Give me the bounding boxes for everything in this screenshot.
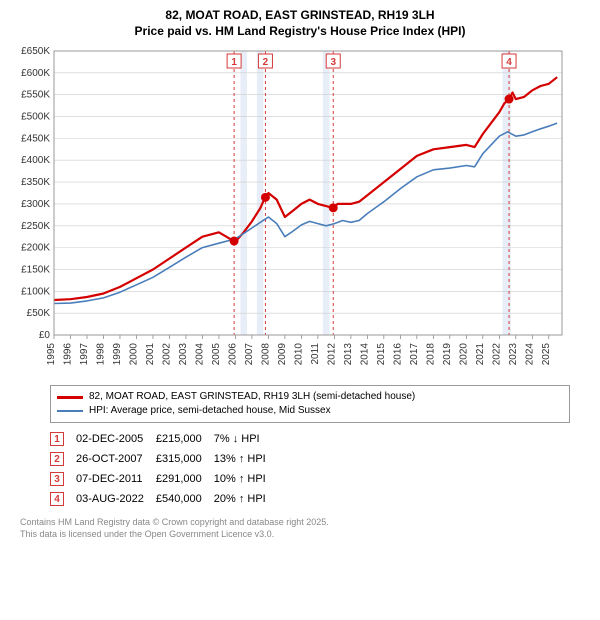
- sale-marker-number: 3: [330, 57, 336, 68]
- y-axis-label: £600K: [21, 68, 50, 79]
- legend-swatch-1: [57, 396, 83, 399]
- y-axis-label: £0: [39, 330, 51, 341]
- x-axis-label: 2015: [376, 343, 387, 366]
- x-axis-label: 2012: [326, 343, 337, 366]
- x-axis-label: 2023: [508, 343, 519, 366]
- x-axis-label: 1997: [79, 343, 90, 366]
- x-axis-label: 1999: [112, 343, 123, 366]
- footer-attribution: Contains HM Land Registry data © Crown c…: [20, 517, 590, 540]
- footer-line2: This data is licensed under the Open Gov…: [20, 529, 590, 541]
- legend-item-price-paid: 82, MOAT ROAD, EAST GRINSTEAD, RH19 3LH …: [57, 390, 563, 404]
- footer-line1: Contains HM Land Registry data © Crown c…: [20, 517, 590, 529]
- sale-delta: 10% ↑ HPI: [214, 469, 278, 489]
- sale-dot: [505, 95, 514, 104]
- sale-date: 26-OCT-2007: [76, 449, 156, 469]
- x-axis-label: 1998: [95, 343, 106, 366]
- x-axis-label: 2000: [128, 343, 139, 366]
- sale-row-marker: 4: [50, 492, 64, 506]
- legend-label-2: HPI: Average price, semi-detached house,…: [89, 404, 331, 418]
- sales-table: 1 02-DEC-2005£215,0007% ↓ HPI 2 26-OCT-2007…: [50, 429, 278, 509]
- y-axis-label: £400K: [21, 155, 50, 166]
- y-axis-label: £550K: [21, 90, 50, 101]
- y-axis-label: £150K: [21, 265, 50, 276]
- x-axis-label: 2011: [310, 343, 321, 365]
- title-line2: Price paid vs. HM Land Registry's House …: [10, 24, 590, 40]
- x-axis-label: 2020: [458, 343, 469, 366]
- y-axis-label: £450K: [21, 134, 50, 145]
- sale-marker-number: 1: [231, 57, 237, 68]
- sale-date: 02-DEC-2005: [76, 429, 156, 449]
- y-axis-label: £100K: [21, 286, 50, 297]
- x-axis-label: 2017: [409, 343, 420, 366]
- sales-table-row: 1 02-DEC-2005£215,0007% ↓ HPI: [50, 429, 278, 449]
- sale-price: £215,000: [156, 429, 214, 449]
- x-axis-label: 2018: [425, 343, 436, 366]
- sales-table-row: 3 07-DEC-2011£291,00010% ↑ HPI: [50, 469, 278, 489]
- legend-label-1: 82, MOAT ROAD, EAST GRINSTEAD, RH19 3LH …: [89, 390, 415, 404]
- sale-marker-number: 4: [506, 57, 512, 68]
- chart-title: 82, MOAT ROAD, EAST GRINSTEAD, RH19 3LH …: [10, 8, 590, 39]
- y-axis-label: £50K: [27, 308, 51, 319]
- sale-price: £315,000: [156, 449, 214, 469]
- x-axis-label: 2021: [475, 343, 486, 366]
- x-axis-label: 2022: [491, 343, 502, 366]
- x-axis-label: 2004: [194, 343, 205, 366]
- y-axis-label: £300K: [21, 199, 50, 210]
- x-axis-label: 2014: [359, 343, 370, 366]
- x-axis-label: 1995: [46, 343, 57, 366]
- x-axis-label: 1996: [62, 343, 73, 366]
- x-axis-label: 2009: [277, 343, 288, 366]
- sale-delta: 7% ↓ HPI: [214, 429, 278, 449]
- sale-row-marker: 3: [50, 472, 64, 486]
- sale-price: £291,000: [156, 469, 214, 489]
- sale-dot: [230, 237, 239, 246]
- x-axis-label: 2007: [244, 343, 255, 366]
- y-axis-label: £200K: [21, 243, 50, 254]
- legend: 82, MOAT ROAD, EAST GRINSTEAD, RH19 3LH …: [50, 385, 570, 423]
- title-line1: 82, MOAT ROAD, EAST GRINSTEAD, RH19 3LH: [10, 8, 590, 24]
- sale-price: £540,000: [156, 489, 214, 509]
- x-axis-label: 2019: [442, 343, 453, 366]
- y-axis-label: £250K: [21, 221, 50, 232]
- x-axis-label: 2016: [392, 343, 403, 366]
- line-chart-svg: £0 £50K £100K £150K £200K £250K £300K £350K £400…: [10, 45, 570, 375]
- legend-swatch-2: [57, 410, 83, 412]
- x-axis-label: 2010: [293, 343, 304, 366]
- x-axis-label: 2003: [178, 343, 189, 366]
- x-axis-label: 2002: [161, 343, 172, 366]
- x-axis-label: 2013: [343, 343, 354, 366]
- sale-date: 07-DEC-2011: [76, 469, 156, 489]
- sale-row-marker: 1: [50, 432, 64, 446]
- x-axis-label: 2001: [145, 343, 156, 366]
- sales-table-row: 2 26-OCT-2007£315,00013% ↑ HPI: [50, 449, 278, 469]
- x-axis-label: 2006: [227, 343, 238, 366]
- sales-table-row: 4 03-AUG-2022£540,00020% ↑ HPI: [50, 489, 278, 509]
- sale-delta: 13% ↑ HPI: [214, 449, 278, 469]
- sale-date: 03-AUG-2022: [76, 489, 156, 509]
- sale-dot: [329, 204, 338, 213]
- legend-item-hpi: HPI: Average price, semi-detached house,…: [57, 404, 563, 418]
- sale-marker-number: 2: [263, 57, 269, 68]
- x-axis-label: 2005: [211, 343, 222, 366]
- sale-row-marker: 2: [50, 452, 64, 466]
- x-axis-label: 2008: [260, 343, 271, 366]
- y-axis-label: £650K: [21, 46, 50, 57]
- y-axis-label: £500K: [21, 112, 50, 123]
- x-axis-label: 2024: [524, 343, 535, 366]
- sale-delta: 20% ↑ HPI: [214, 489, 278, 509]
- sale-dot: [261, 193, 270, 202]
- x-axis-label: 2025: [541, 343, 552, 366]
- y-axis-label: £350K: [21, 177, 50, 188]
- chart-area: £0 £50K £100K £150K £200K £250K £300K £350K £400…: [10, 45, 590, 375]
